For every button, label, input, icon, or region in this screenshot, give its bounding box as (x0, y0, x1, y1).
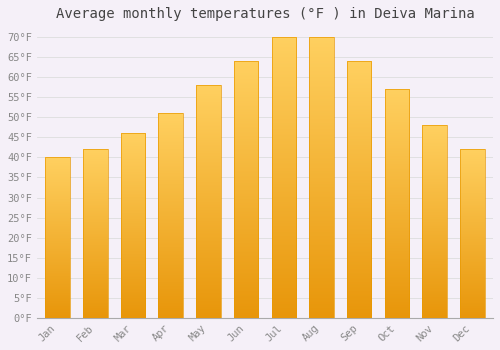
Bar (272, 37, 296, 318)
Bar (347, 61, 372, 318)
Bar (158, 113, 183, 318)
Bar (460, 149, 484, 318)
Bar (309, 37, 334, 318)
Bar (46, 158, 70, 318)
Title: Average monthly temperatures (°F ) in Deiva Marina: Average monthly temperatures (°F ) in De… (56, 7, 474, 21)
Bar (83, 149, 108, 318)
Bar (234, 61, 258, 318)
Bar (422, 125, 447, 318)
Bar (120, 133, 145, 318)
Bar (384, 89, 409, 318)
Bar (196, 85, 220, 318)
